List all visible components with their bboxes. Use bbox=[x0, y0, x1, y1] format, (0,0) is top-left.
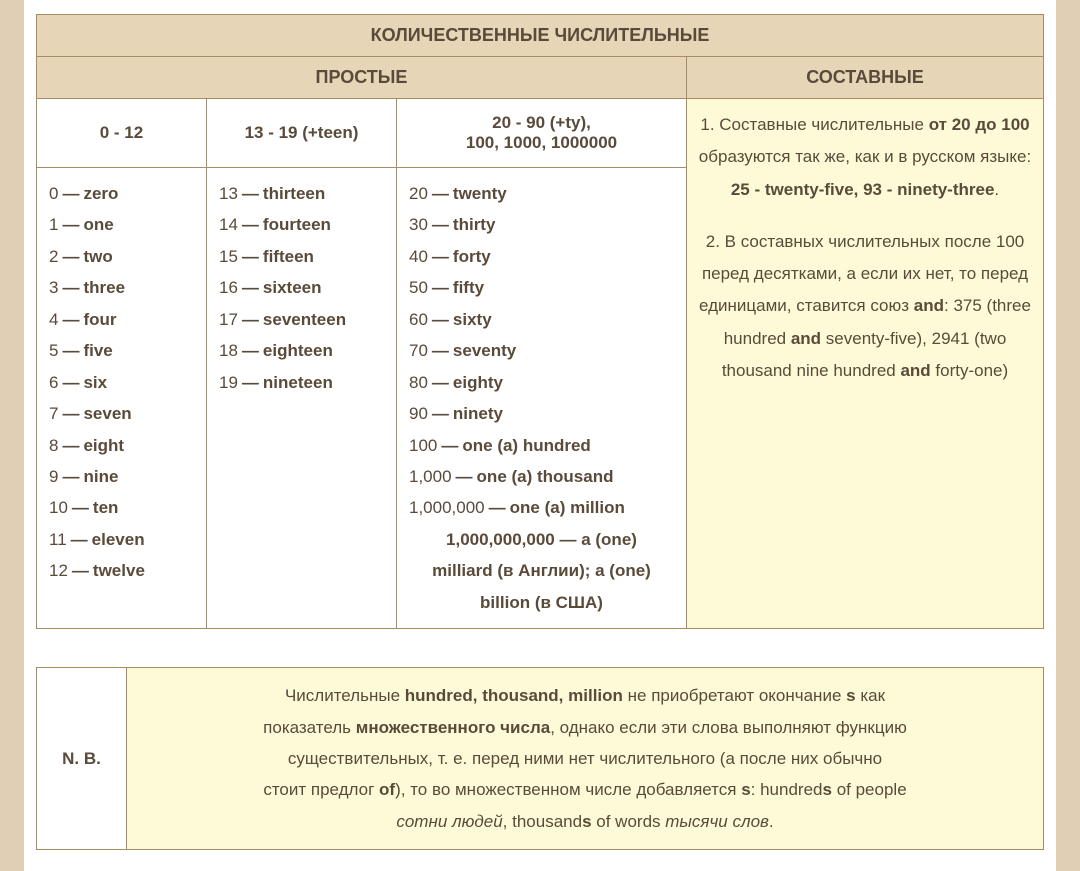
list-item: 50—fifty bbox=[409, 272, 674, 303]
list-item: 9—nine bbox=[49, 461, 194, 492]
list-item: 60—sixty bbox=[409, 304, 674, 335]
list-item: 17—seventeen bbox=[219, 304, 384, 335]
list-item: 1,000,000—one (a) million bbox=[409, 492, 674, 523]
list-item: 30—thirty bbox=[409, 209, 674, 240]
col3-header: 20 - 90 (+ty), 100, 1000, 1000000 bbox=[397, 99, 687, 168]
simple-header: ПРОСТЫЕ bbox=[37, 57, 687, 99]
list-item: 11—eleven bbox=[49, 524, 194, 555]
col1-list: 0—zero1—one2—two3—three4—four5—five6—six… bbox=[37, 168, 207, 629]
numerals-table: КОЛИЧЕСТВЕННЫЕ ЧИСЛИТЕЛЬНЫЕ ПРОСТЫЕ СОСТ… bbox=[36, 14, 1044, 629]
note-body: Числительные hundred, thousand, million … bbox=[127, 668, 1044, 850]
list-item: 10—ten bbox=[49, 492, 194, 523]
list-item: 7—seven bbox=[49, 398, 194, 429]
page-background: КОЛИЧЕСТВЕННЫЕ ЧИСЛИТЕЛЬНЫЕ ПРОСТЫЕ СОСТ… bbox=[0, 0, 1080, 871]
list-item: 5—five bbox=[49, 335, 194, 366]
note-label: N. B. bbox=[37, 668, 127, 850]
col1-header: 0 - 12 bbox=[37, 99, 207, 168]
list-item: 70—seventy bbox=[409, 335, 674, 366]
list-item: 100—one (a) hundred bbox=[409, 430, 674, 461]
col3-list: 20—twenty30—thirty40—forty50—fifty60—six… bbox=[397, 168, 687, 629]
content-sheet: КОЛИЧЕСТВЕННЫЕ ЧИСЛИТЕЛЬНЫЕ ПРОСТЫЕ СОСТ… bbox=[24, 0, 1056, 871]
list-item: 90—ninety bbox=[409, 398, 674, 429]
list-item: 8—eight bbox=[49, 430, 194, 461]
list-item: 1,000—one (a) thousand bbox=[409, 461, 674, 492]
note-table: N. B. Числительные hundred, thousand, mi… bbox=[36, 667, 1044, 850]
list-item: 3—three bbox=[49, 272, 194, 303]
compound-para2: 2. В составных числительных после 100 пе… bbox=[697, 226, 1033, 387]
list-item: 20—twenty bbox=[409, 178, 674, 209]
list-item: 80—eighty bbox=[409, 367, 674, 398]
col2-list: 13—thirteen14—fourteen15—fifteen16—sixte… bbox=[207, 168, 397, 629]
list-item: 0—zero bbox=[49, 178, 194, 209]
list-item: 40—forty bbox=[409, 241, 674, 272]
col3-extra: 1,000,000,000 — a (one)milliard (в Англи… bbox=[409, 524, 674, 618]
compound-header: СОСТАВНЫЕ bbox=[687, 57, 1044, 99]
list-item: 1—one bbox=[49, 209, 194, 240]
list-item: 13—thirteen bbox=[219, 178, 384, 209]
list-item: 2—two bbox=[49, 241, 194, 272]
list-item: 4—four bbox=[49, 304, 194, 335]
col3-header-line1: 20 - 90 (+ty), bbox=[492, 113, 591, 132]
col3-header-line2: 100, 1000, 1000000 bbox=[466, 133, 617, 152]
col2-header: 13 - 19 (+teen) bbox=[207, 99, 397, 168]
list-item: 12—twelve bbox=[49, 555, 194, 586]
compound-explanation: 1. Составные числительные от 20 до 100 о… bbox=[687, 99, 1044, 629]
list-item: 18—eighteen bbox=[219, 335, 384, 366]
compound-para1: 1. Составные числительные от 20 до 100 о… bbox=[697, 109, 1033, 206]
list-item: 14—fourteen bbox=[219, 209, 384, 240]
list-item: 19—nineteen bbox=[219, 367, 384, 398]
list-item: 15—fifteen bbox=[219, 241, 384, 272]
list-item: 16—sixteen bbox=[219, 272, 384, 303]
table-title: КОЛИЧЕСТВЕННЫЕ ЧИСЛИТЕЛЬНЫЕ bbox=[37, 15, 1044, 57]
list-item: 6—six bbox=[49, 367, 194, 398]
